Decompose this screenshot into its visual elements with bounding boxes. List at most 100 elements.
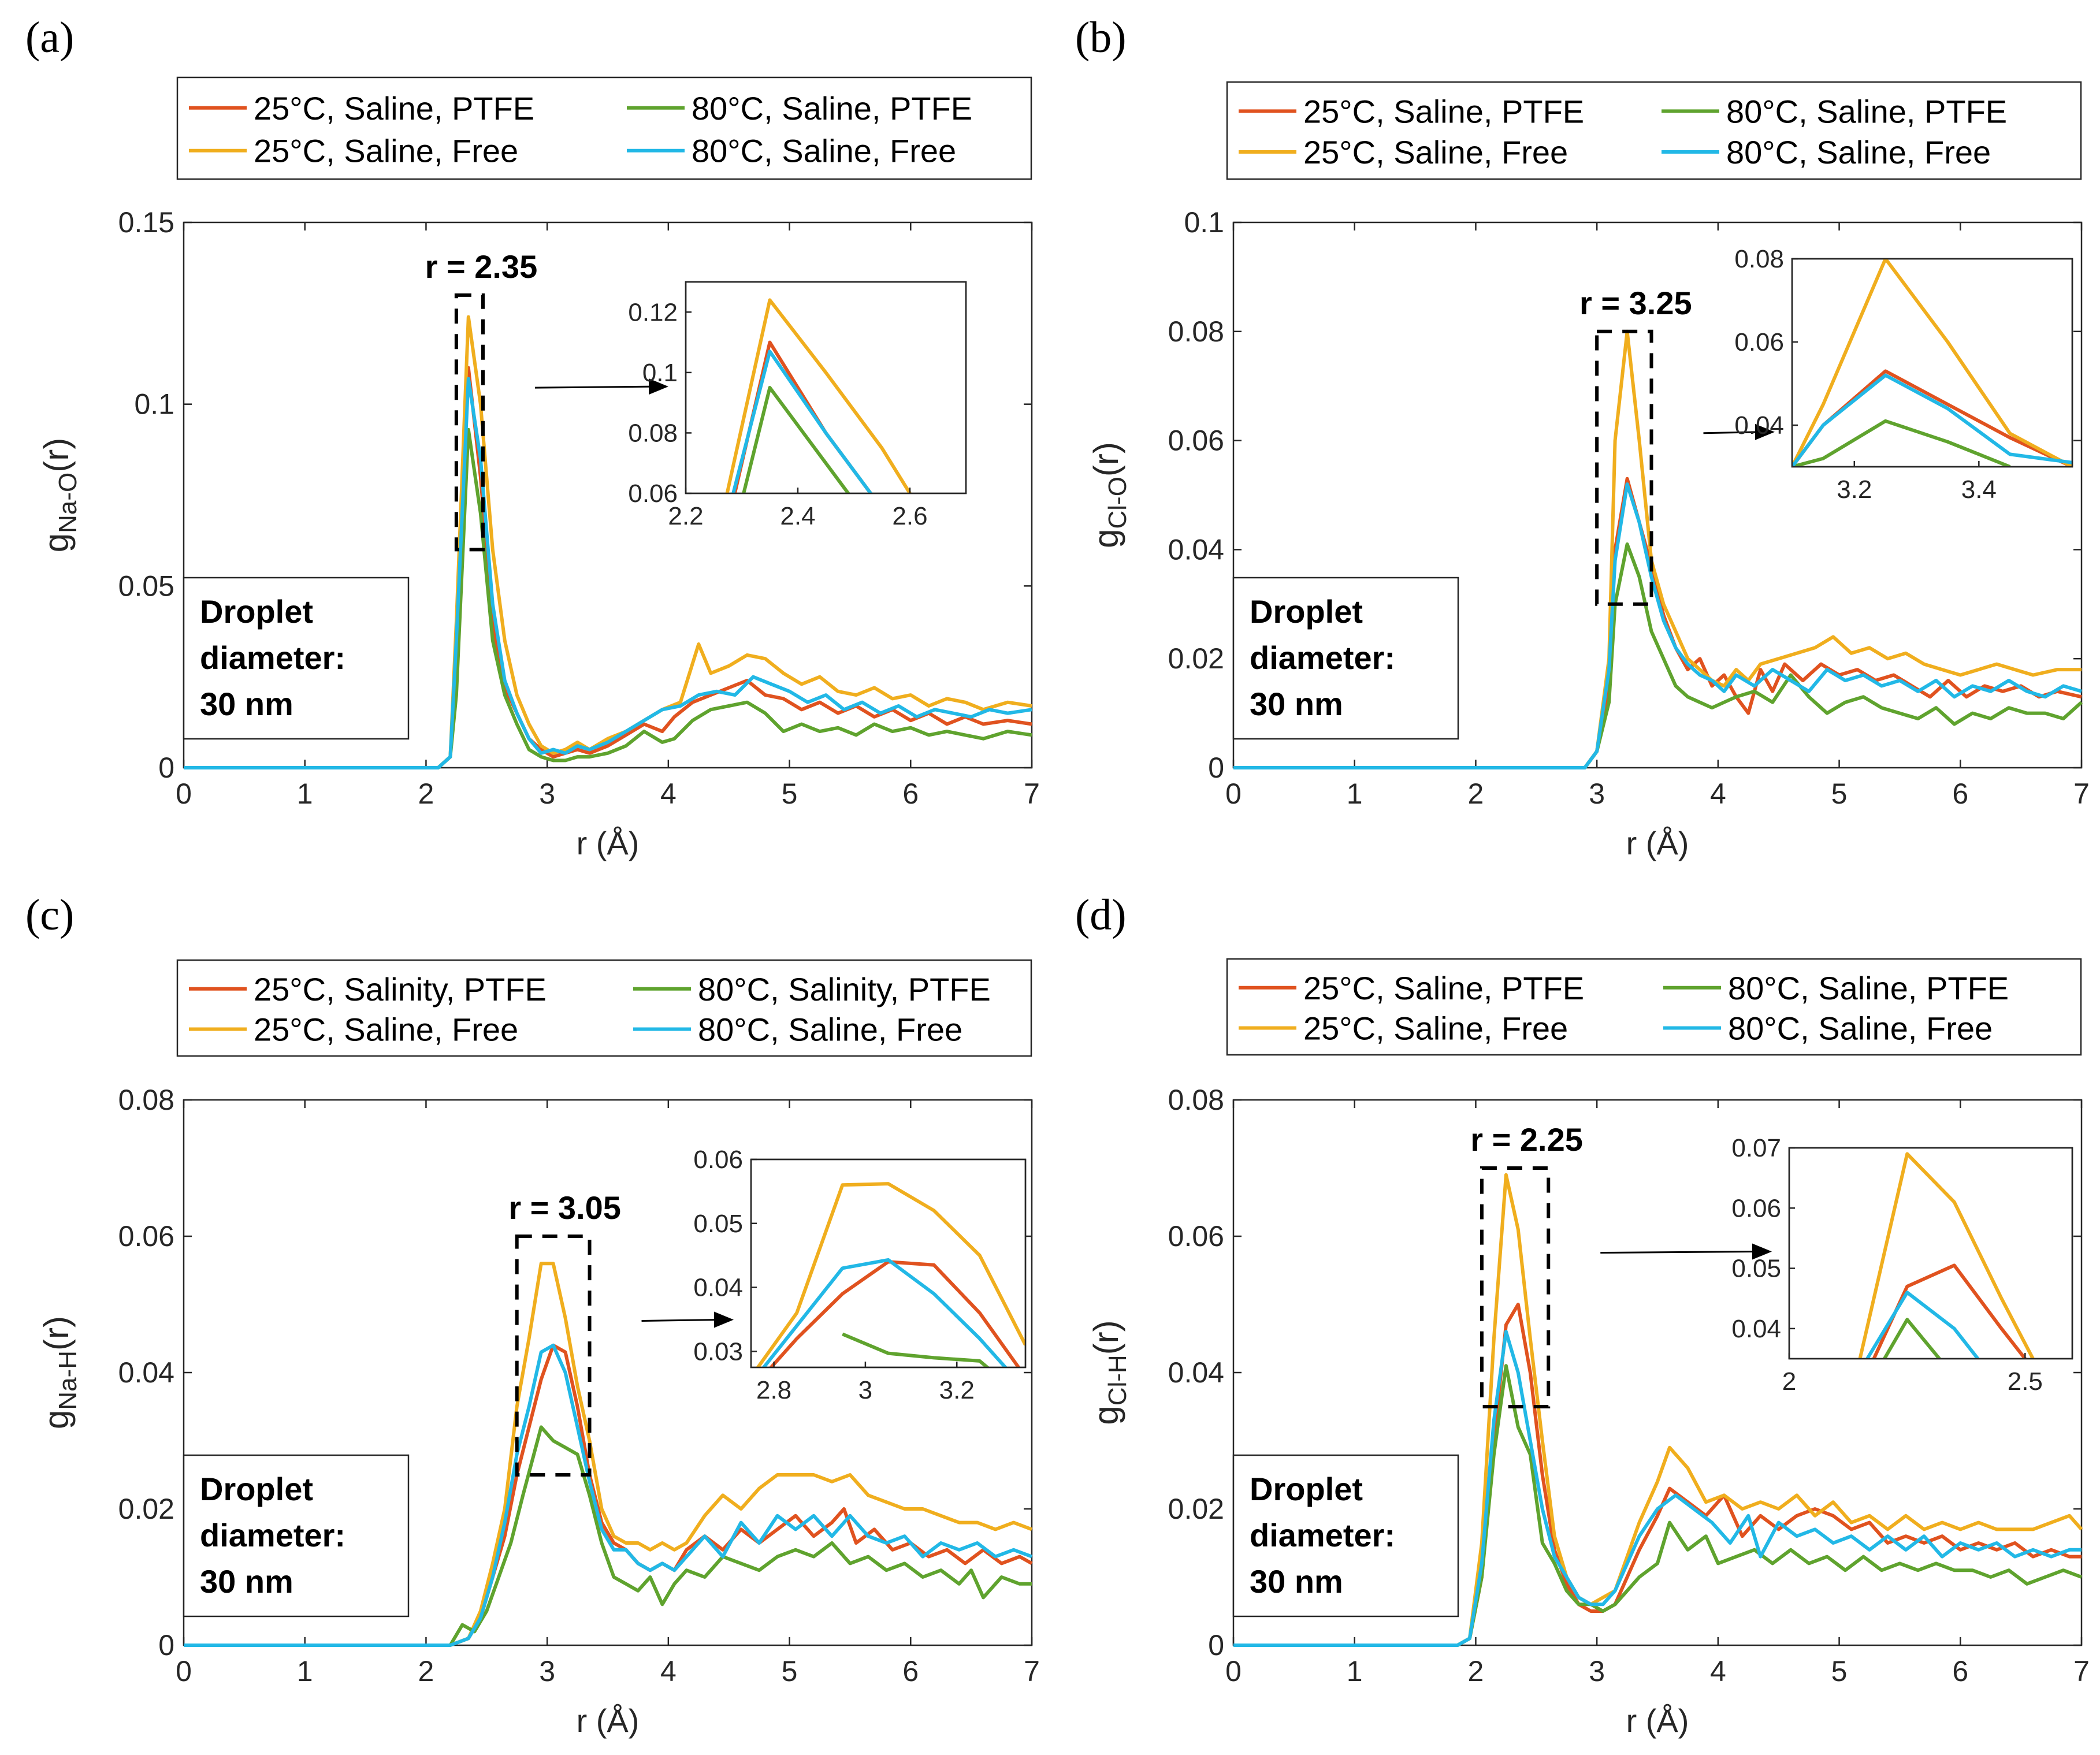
x-tick-label: 7 xyxy=(2073,778,2090,810)
peak-annotation: r = 3.05 xyxy=(508,1189,621,1226)
y-tick-label: 0 xyxy=(158,752,174,784)
inset-series-line-green xyxy=(742,386,851,493)
series-line-green xyxy=(1233,542,2083,769)
info-box-line: Droplet xyxy=(200,1471,313,1507)
y-label-suffix: (r) xyxy=(37,1316,76,1351)
inset-x-tick-label: 3.2 xyxy=(1837,475,1872,504)
inset-series-line-cyan xyxy=(1792,373,2072,467)
x-axis-label: r (Å) xyxy=(1626,1702,1689,1739)
chart-svg: 0 1 2 3 4 5 6 7 0 0.02 0.04 0.06 0.08 r (Å) gNa-H(r) r … xyxy=(37,959,1040,1739)
x-tick-label: 1 xyxy=(297,778,313,810)
inset-plot xyxy=(725,298,912,493)
legend-box xyxy=(176,959,1032,1057)
inset-y-tick-label: 0.06 xyxy=(628,479,678,508)
inset-series-line-cyan xyxy=(731,349,873,493)
y-label-subscript: Cl-H xyxy=(1103,1355,1132,1406)
peak-annotation: r = 2.25 xyxy=(1470,1121,1583,1158)
y-tick-label: 0.04 xyxy=(1168,533,1224,566)
legend-entry: 25°C, Saline, Free xyxy=(254,133,518,169)
legend-entry: 80°C, Saline, PTFE xyxy=(1726,93,2007,129)
x-tick-label: 7 xyxy=(1024,1655,1040,1687)
inset-frame xyxy=(1791,258,2073,468)
legend-entry: 80°C, Saline, Free xyxy=(1728,1010,1993,1047)
series-line-green xyxy=(1233,1364,2083,1647)
info-box xyxy=(1232,1454,1459,1618)
inset-series-line-green xyxy=(1882,1318,1942,1359)
arrow-head xyxy=(1752,1243,1772,1260)
chart-svg: 0 1 2 3 4 5 6 7 0 0.02 0.04 0.06 0.08 0.1 r (Å) gCl-O(r… xyxy=(1087,81,2090,861)
inset-series-line-green xyxy=(1792,419,2011,467)
x-tick-label: 5 xyxy=(782,778,798,810)
y-tick-label: 0 xyxy=(1208,752,1224,784)
x-axis-label: r (Å) xyxy=(577,1702,640,1739)
panel-a: (a) 0 1 2 3 4 5 6 7 0 0.05 0.1 0.15 r (Å) gNa-O(r) r = … xyxy=(0,0,1050,878)
panel-label: (a) xyxy=(25,13,75,62)
info-box-line: diameter: xyxy=(1250,1517,1395,1553)
arrow-head xyxy=(1755,423,1775,440)
y-tick-label: 0.08 xyxy=(1168,315,1224,348)
y-label-suffix: (r) xyxy=(1087,442,1125,477)
inset-x-tick-label: 2.6 xyxy=(892,502,927,530)
legend-entry: 25°C, Salinity, PTFE xyxy=(254,971,547,1007)
x-tick-label: 6 xyxy=(902,778,919,810)
inset-series-line-green xyxy=(842,1332,990,1367)
y-tick-label: 0.08 xyxy=(1168,1084,1224,1116)
panel-label: (c) xyxy=(25,891,75,939)
legend-entry: 25°C, Saline, Free xyxy=(1303,1010,1568,1047)
inset-series-line-cyan xyxy=(1865,1291,1980,1359)
series-line-cyan xyxy=(1233,1330,2082,1647)
inset-series-line-yellow xyxy=(725,298,912,493)
x-tick-label: 6 xyxy=(902,1655,919,1687)
series-line-cyan xyxy=(1233,482,2082,769)
inset-y-tick-label: 0.05 xyxy=(693,1210,743,1238)
chart-svg: 0 1 2 3 4 5 6 7 0 0.05 0.1 0.15 r (Å) gNa-O(r) r = 2.3… xyxy=(37,76,1040,861)
x-tick-label: 2 xyxy=(1468,778,1484,810)
info-box-line: 30 nm xyxy=(1250,1563,1343,1600)
series-line-red xyxy=(1233,1303,2082,1647)
y-tick-label: 0.05 xyxy=(118,570,174,602)
arrow-line xyxy=(641,1319,720,1322)
x-tick-label: 0 xyxy=(1225,1655,1242,1687)
y-axis-label: gCl-H(r) xyxy=(1087,1320,1132,1425)
x-tick-label: 5 xyxy=(1831,1655,1848,1687)
peak-annotation: r = 3.25 xyxy=(1579,285,1692,321)
inset-x-tick-label: 2.8 xyxy=(756,1376,791,1404)
plot-frame xyxy=(183,221,1033,769)
y-label-base: g xyxy=(37,1410,76,1429)
y-label-base: g xyxy=(1087,1406,1125,1425)
info-box xyxy=(183,577,410,740)
x-tick-label: 4 xyxy=(660,778,677,810)
peak-annotation: r = 2.35 xyxy=(425,248,538,285)
inset-y-tick-label: 0.04 xyxy=(1734,411,1784,440)
legend-entry: 25°C, Saline, Free xyxy=(1303,134,1568,170)
x-tick-label: 6 xyxy=(1952,1655,1968,1687)
y-tick-label: 0.06 xyxy=(118,1220,174,1252)
legend-entry: 25°C, Saline, PTFE xyxy=(254,90,534,127)
legend-box xyxy=(1226,958,2082,1056)
inset-y-tick-label: 0.12 xyxy=(628,298,678,326)
series-line-yellow xyxy=(184,315,1032,769)
inset-series-line-yellow xyxy=(756,1182,1025,1367)
inset-y-tick-label: 0.06 xyxy=(1734,328,1784,356)
inset-y-tick-label: 0.1 xyxy=(642,359,678,387)
arrow-line xyxy=(1703,431,1761,434)
x-tick-label: 7 xyxy=(2073,1655,2090,1687)
series-line-yellow xyxy=(184,1262,1033,1647)
x-tick-label: 3 xyxy=(1589,778,1605,810)
y-tick-label: 0.02 xyxy=(1168,1493,1224,1525)
series-line-cyan xyxy=(184,377,1032,769)
y-tick-label: 0.06 xyxy=(1168,425,1224,457)
x-tick-label: 7 xyxy=(1024,778,1040,810)
y-tick-label: 0.08 xyxy=(118,1084,174,1116)
inset-plot xyxy=(756,1182,1025,1367)
inset-border xyxy=(1788,1147,2073,1360)
y-label-suffix: (r) xyxy=(1087,1320,1125,1355)
y-label-subscript: Na-O xyxy=(54,473,82,533)
legend-entry: 25°C, Saline, PTFE xyxy=(1303,970,1584,1006)
inset-y-tick-label: 0.04 xyxy=(1731,1315,1781,1343)
inset-x-tick-label: 3.2 xyxy=(939,1376,975,1404)
x-tick-label: 1 xyxy=(1347,778,1363,810)
x-tick-label: 1 xyxy=(1347,1655,1363,1687)
series-line-cyan xyxy=(184,1343,1033,1647)
legend-entry: 80°C, Saline, Free xyxy=(1726,134,1991,170)
